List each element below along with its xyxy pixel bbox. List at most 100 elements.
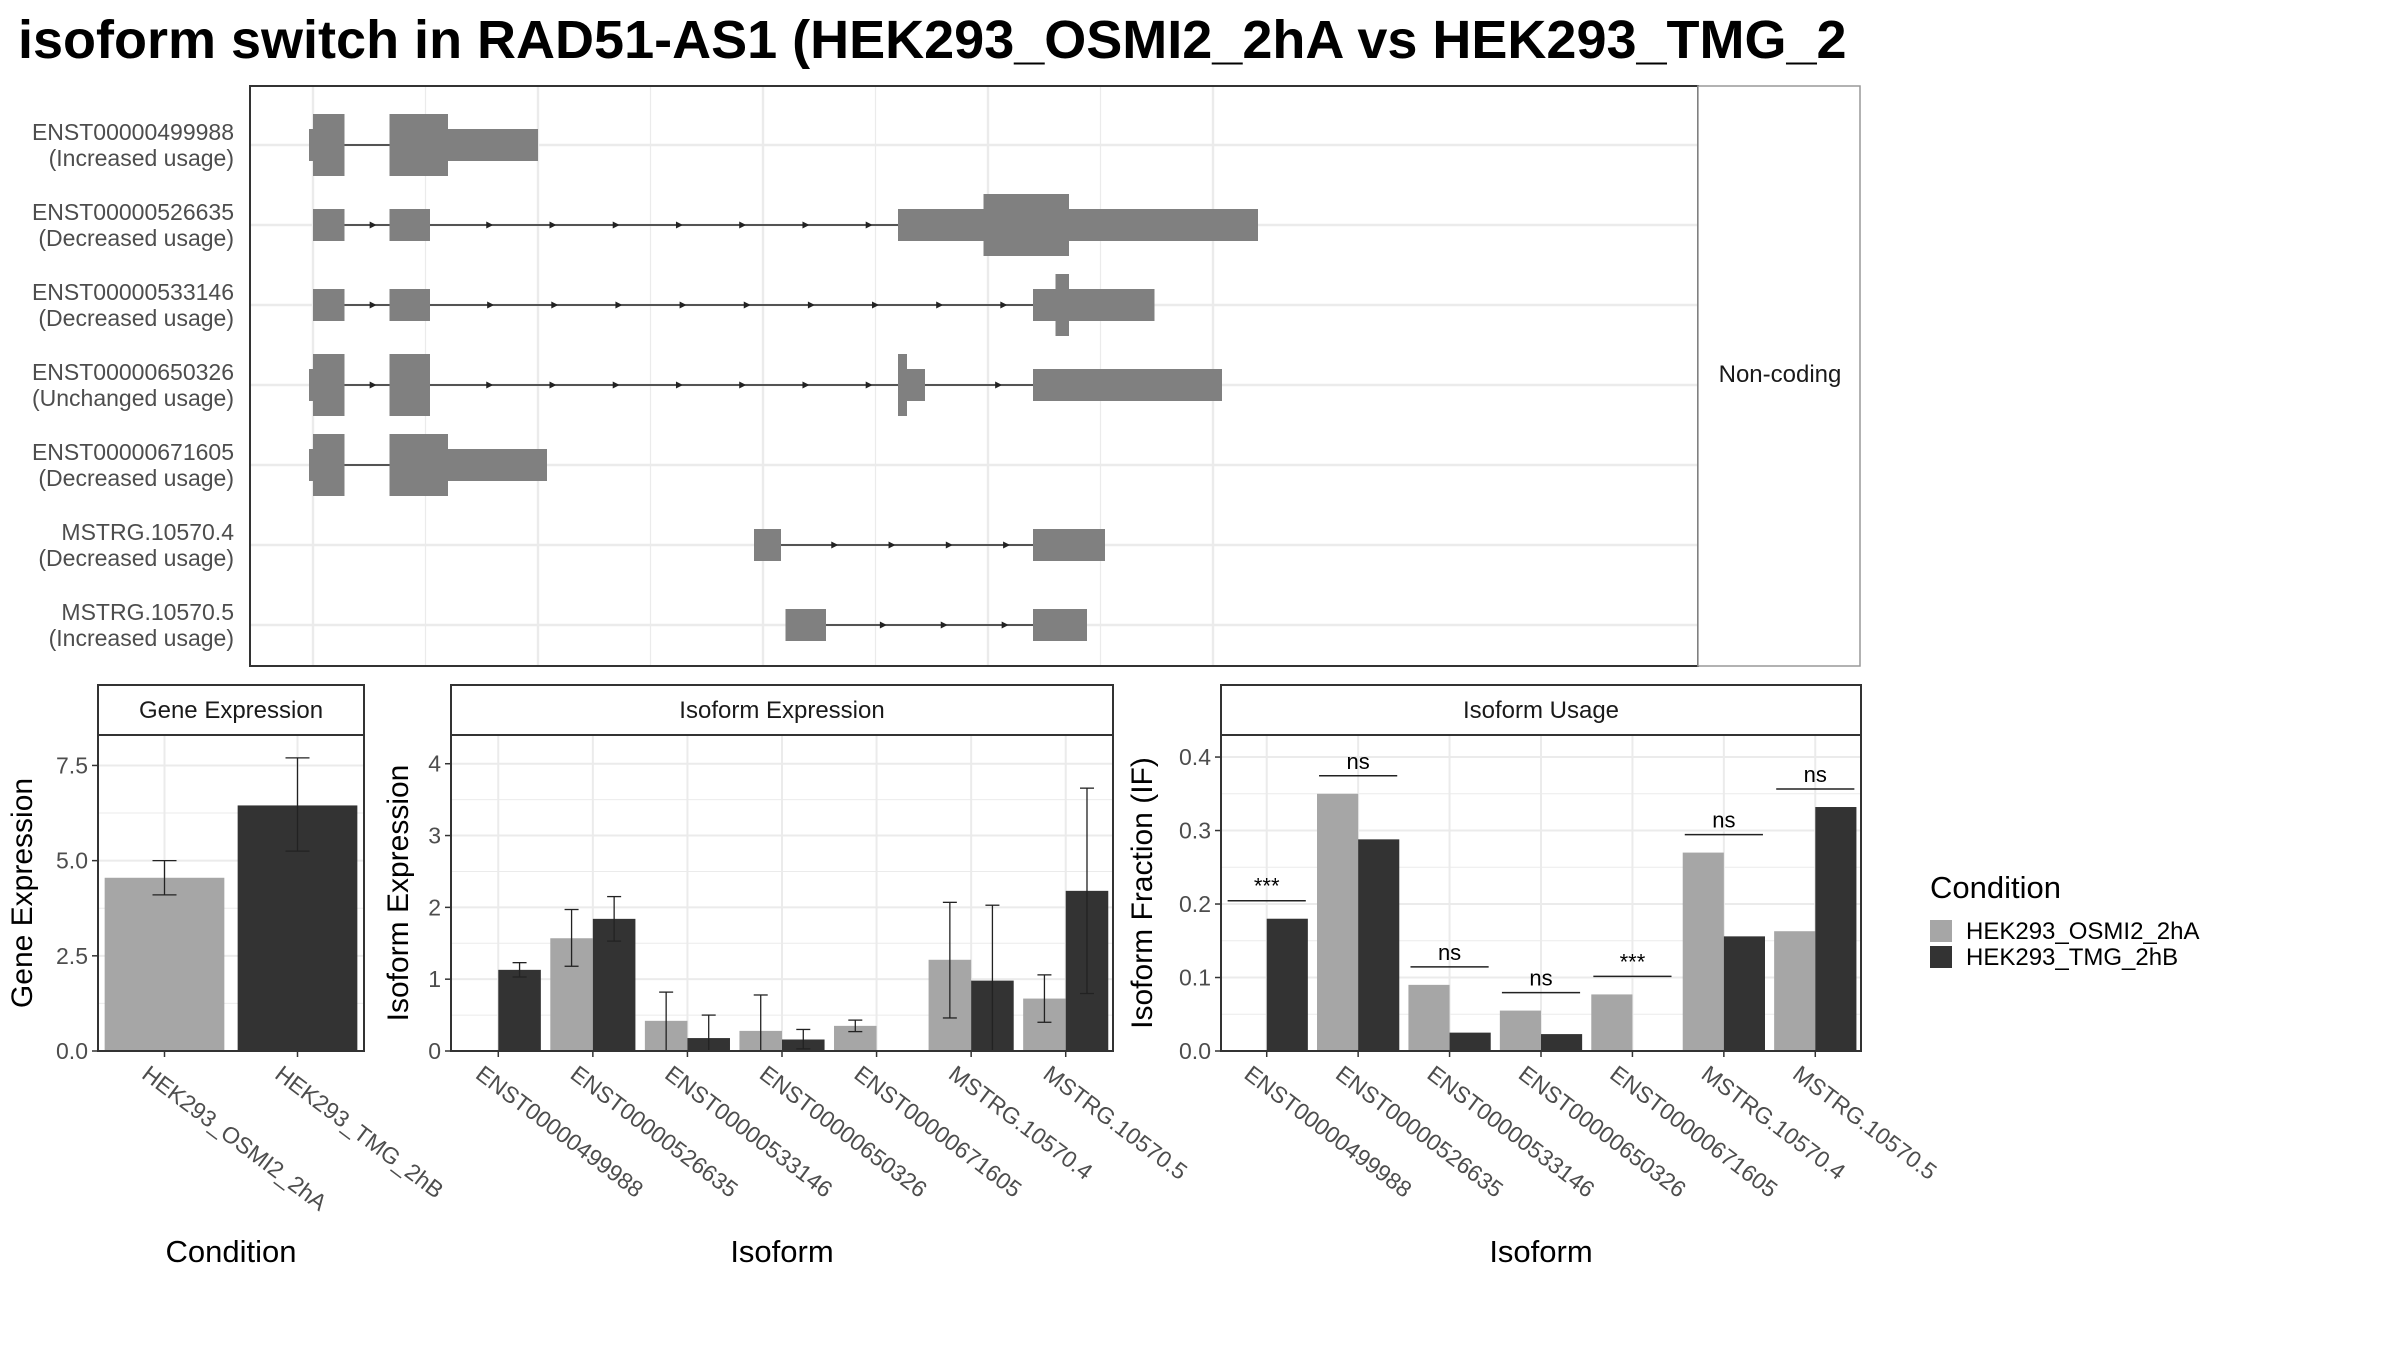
transcript-id-label: ENST00000650326 bbox=[32, 359, 234, 385]
bar bbox=[1682, 852, 1724, 1051]
intron-arrow bbox=[936, 301, 944, 309]
transcript-track bbox=[313, 274, 1155, 336]
x-tick-label: ENST00000650326 bbox=[1514, 1060, 1691, 1202]
transcript-track bbox=[309, 114, 538, 176]
y-tick-label: 0.2 bbox=[1179, 891, 1211, 917]
y-axis-title: Gene Expression bbox=[6, 778, 39, 1008]
transcript-usage-label: (Decreased usage) bbox=[38, 545, 234, 571]
coding-block bbox=[313, 434, 345, 496]
exon-block bbox=[1033, 609, 1087, 641]
y-axis-title: Isoform Fraction (IF) bbox=[1126, 757, 1159, 1029]
significance-label: ns bbox=[1438, 940, 1461, 965]
legend-label-condition-b: HEK293_TMG_2hB bbox=[1966, 944, 2178, 971]
facet-strip-label: Non-coding bbox=[1719, 361, 1842, 388]
x-tick-label: ENST00000499988 bbox=[471, 1060, 648, 1202]
transcript-usage-label: (Increased usage) bbox=[49, 145, 234, 171]
transcript-id-label: MSTRG.10570.5 bbox=[61, 599, 234, 625]
exon-block bbox=[389, 289, 430, 321]
transcript-track bbox=[313, 194, 1258, 256]
bar bbox=[1815, 807, 1857, 1051]
intron-arrow bbox=[739, 381, 747, 389]
legend-title: Condition bbox=[1930, 870, 2061, 905]
coding-block bbox=[983, 194, 1069, 256]
significance-label: *** bbox=[1254, 874, 1280, 899]
bar bbox=[1266, 918, 1308, 1051]
intron-arrow bbox=[802, 221, 810, 229]
intron-arrow bbox=[486, 221, 494, 229]
y-axis-title: Isoform Expression bbox=[382, 765, 415, 1022]
intron-arrow bbox=[802, 381, 810, 389]
tss-mark bbox=[309, 369, 315, 401]
x-tick-label: ENST00000671605 bbox=[850, 1060, 1027, 1202]
transcript-id-label: ENST00000526635 bbox=[32, 199, 234, 225]
significance-label: ns bbox=[1804, 762, 1827, 787]
bar bbox=[1591, 994, 1633, 1051]
y-tick-label: 4 bbox=[428, 751, 441, 777]
intron-arrow bbox=[612, 381, 620, 389]
y-tick-label: 0.0 bbox=[1179, 1038, 1211, 1064]
coding-block bbox=[898, 354, 907, 416]
intron-arrow bbox=[1001, 621, 1009, 629]
exon-block bbox=[1033, 369, 1222, 401]
bar bbox=[1499, 1010, 1541, 1051]
exon-block bbox=[754, 529, 781, 561]
transcript-usage-label: (Unchanged usage) bbox=[32, 385, 234, 411]
intron-arrow bbox=[879, 621, 887, 629]
transcript-id-label: ENST00000499988 bbox=[32, 119, 234, 145]
intron-arrow bbox=[807, 301, 815, 309]
coding-block bbox=[389, 354, 430, 416]
y-tick-label: 0.3 bbox=[1179, 818, 1211, 844]
significance-label: ns bbox=[1712, 808, 1735, 833]
intron-arrow bbox=[865, 221, 873, 229]
intron-arrow bbox=[1000, 301, 1008, 309]
y-tick-label: 3 bbox=[428, 823, 441, 849]
panel-title: Gene Expression bbox=[139, 697, 323, 724]
transcript-labels: ENST00000499988(Increased usage)ENST0000… bbox=[32, 119, 234, 651]
exon-block bbox=[1033, 289, 1155, 321]
exon-block bbox=[448, 129, 538, 161]
significance-label: ns bbox=[1347, 749, 1370, 774]
x-tick-label: ENST00000499988 bbox=[1240, 1060, 1417, 1202]
x-tick-label: ENST00000533146 bbox=[660, 1060, 837, 1202]
structure-tracks bbox=[309, 114, 1258, 641]
intron-arrow bbox=[679, 301, 687, 309]
isoform-usage-panel: *** ns ns ns *** ns ns Isoform Usage 0.0 0.1 0.2 0.… bbox=[1126, 684, 1942, 1269]
bar bbox=[1723, 936, 1765, 1051]
transcript-usage-label: (Increased usage) bbox=[49, 625, 234, 651]
intron-arrow bbox=[486, 381, 494, 389]
intron-arrow bbox=[831, 541, 839, 549]
structure-plot-background bbox=[250, 86, 1698, 666]
transcript-structure-panel: Non-coding ENST00000499988(Increased usa… bbox=[32, 85, 1861, 667]
intron-arrow bbox=[865, 381, 873, 389]
intron-arrow bbox=[549, 381, 557, 389]
y-tick-label: 5.0 bbox=[56, 848, 88, 874]
tss-mark bbox=[309, 449, 315, 481]
x-tick-label: ENST00000671605 bbox=[1605, 1060, 1782, 1202]
y-tick-label: 2.5 bbox=[56, 943, 88, 969]
legend-swatch-condition-b bbox=[1930, 946, 1952, 968]
legend: Condition HEK293_OSMI2_2hA HEK293_TMG_2h… bbox=[1930, 870, 2199, 971]
intron-arrow bbox=[940, 621, 948, 629]
coding-block bbox=[1055, 274, 1069, 336]
panel-strip bbox=[450, 684, 1114, 736]
facet-strip bbox=[1697, 85, 1861, 667]
panel-title: Isoform Usage bbox=[1463, 697, 1619, 724]
x-axis-title: Isoform bbox=[730, 1234, 833, 1269]
intron-arrow bbox=[739, 221, 747, 229]
x-tick-label: ENST00000526635 bbox=[1331, 1060, 1508, 1202]
y-tick-label: 0 bbox=[428, 1038, 441, 1064]
significance-label: ns bbox=[1529, 966, 1552, 991]
bar bbox=[1774, 931, 1816, 1051]
intron-arrow bbox=[549, 221, 557, 229]
transcript-track bbox=[754, 529, 1105, 561]
exon-block bbox=[448, 449, 547, 481]
y-tick-label: 2 bbox=[428, 894, 441, 920]
panel-title: Isoform Expression bbox=[679, 697, 884, 724]
intron-arrow bbox=[995, 381, 1003, 389]
exon-block bbox=[313, 289, 345, 321]
intron-arrow bbox=[872, 301, 880, 309]
coding-block bbox=[313, 354, 345, 416]
exon-block bbox=[389, 209, 430, 241]
panel-strip bbox=[97, 684, 365, 736]
